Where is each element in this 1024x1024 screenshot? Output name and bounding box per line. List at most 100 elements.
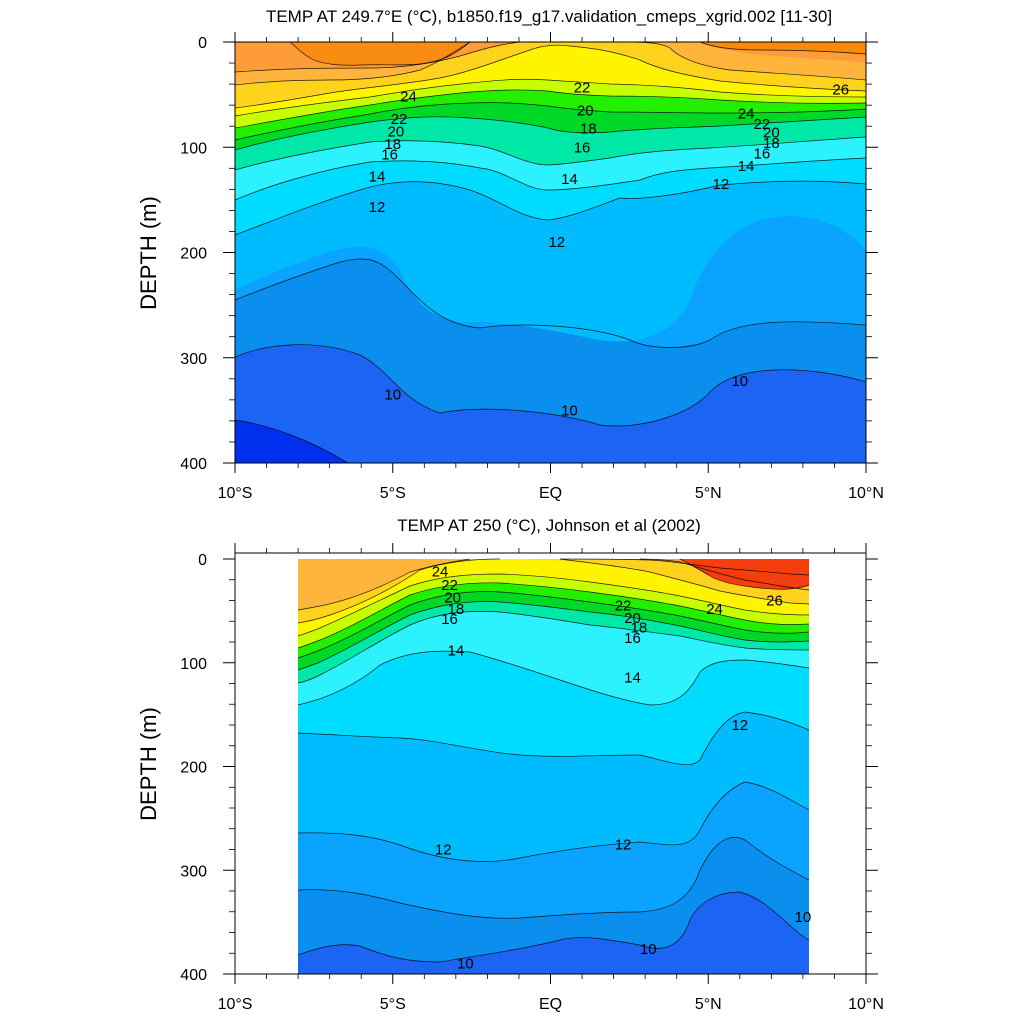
contour-label-top-13: 12 <box>548 234 565 251</box>
isoline-bottom-15 <box>297 610 810 684</box>
contour-label-top-17: 22 <box>754 116 771 133</box>
contour-label-bottom-13: 12 <box>615 836 632 853</box>
contour-label-top-11: 16 <box>574 139 591 156</box>
isoline-top-20 <box>234 102 867 141</box>
isoline-bottom-16 <box>297 601 810 671</box>
contour-label-top-4: 16 <box>381 147 398 164</box>
band-top-28b <box>290 42 470 66</box>
isoline-bottom-24 <box>297 558 810 611</box>
panel-top-ylabel: DEPTH (m) <box>136 196 161 310</box>
isoline-top-26b <box>619 41 867 81</box>
x-tick-label-bottom-0: 10°S <box>218 996 253 1013</box>
contour-label-bottom-18: 10 <box>795 909 812 926</box>
y-tick-label-bottom-0: 0 <box>198 552 207 569</box>
contour-label-bottom-2: 20 <box>444 589 461 606</box>
isoline-bottom-13 <box>297 711 810 766</box>
contour-label-top-7: 10 <box>384 387 401 404</box>
contour-label-bottom-14: 10 <box>640 941 657 958</box>
contour-label-bottom-6: 12 <box>435 842 452 859</box>
y-tick-label-top-2: 200 <box>180 246 207 263</box>
contour-label-top-3: 18 <box>384 136 401 153</box>
isoline-bottom-22 <box>297 573 810 637</box>
isoline-top-10 <box>234 419 349 464</box>
isoline-top-25 <box>234 44 867 109</box>
contour-label-bottom-10: 18 <box>630 619 647 636</box>
contour-label-top-22: 12 <box>713 176 730 193</box>
panel-bottom-ylabel: DEPTH (m) <box>136 707 161 821</box>
x-tick-label-top-4: 10°N <box>848 485 884 502</box>
contour-label-top-12: 14 <box>561 171 578 188</box>
contour-label-bottom-4: 16 <box>441 611 458 628</box>
contour-label-top-1: 22 <box>391 111 408 128</box>
x-tick-label-bottom-4: 10°N <box>848 996 884 1013</box>
contour-label-top-2: 20 <box>388 123 405 140</box>
y-tick-label-top-1: 100 <box>180 140 207 157</box>
isoline-top-12 <box>234 258 867 348</box>
isoline-bottom-10 <box>297 891 810 963</box>
panel-top-field <box>235 42 866 463</box>
contour-label-bottom-15: 24 <box>706 601 723 618</box>
contour-label-top-16: 24 <box>738 106 755 123</box>
contour-label-top-5: 14 <box>369 169 386 186</box>
contour-label-bottom-9: 20 <box>624 610 641 627</box>
isoline-bottom-18 <box>297 591 810 659</box>
x-tick-label-top-2: EQ <box>539 485 562 502</box>
isoline-top-18 <box>234 116 867 151</box>
isoline-top-28b <box>289 41 471 66</box>
band-bottom-28 <box>680 559 809 590</box>
isoline-top-24 <box>234 78 867 117</box>
contour-label-top-18: 20 <box>763 125 780 142</box>
contour-label-top-19: 18 <box>763 135 780 152</box>
x-tick-label-bottom-2: EQ <box>539 996 562 1013</box>
contour-label-bottom-3: 18 <box>448 601 465 618</box>
contour-label-top-0: 24 <box>400 89 417 106</box>
contour-label-top-23: 10 <box>731 373 748 390</box>
isoline-top-11 <box>234 344 867 427</box>
contour-label-bottom-17: 12 <box>731 717 748 734</box>
band-top-28 <box>700 42 866 54</box>
contour-label-bottom-16: 26 <box>766 593 783 610</box>
contour-label-top-10: 18 <box>580 120 597 137</box>
contour-label-top-21: 14 <box>738 158 755 175</box>
contour-label-bottom-12: 14 <box>624 669 641 686</box>
panel-top-axes: 10°S 5°S EQ 5°N 10°N 0 100 200 300 400 <box>180 32 884 502</box>
isoline-top-16 <box>234 136 867 171</box>
isoline-top-22 <box>234 89 867 129</box>
isoline-top-27 <box>234 41 521 73</box>
contour-label-bottom-11: 16 <box>624 630 641 647</box>
contour-label-top-6: 12 <box>369 199 386 216</box>
y-tick-label-top-3: 300 <box>180 351 207 368</box>
y-tick-label-bottom-3: 300 <box>180 863 207 880</box>
panel-bottom-field <box>298 559 809 974</box>
isoline-bottom-23 <box>297 558 810 624</box>
y-tick-label-bottom-4: 400 <box>180 967 207 984</box>
contour-label-bottom-0: 24 <box>432 563 449 580</box>
isoline-bottom-28 <box>679 558 810 590</box>
contour-label-bottom-5: 14 <box>448 642 465 659</box>
isoline-bottom-14 <box>297 650 810 706</box>
x-tick-label-top-1: 5°S <box>380 485 406 502</box>
y-tick-label-top-4: 400 <box>180 456 207 473</box>
isoline-top-13 <box>234 180 867 236</box>
contour-label-bottom-7: 10 <box>457 956 474 973</box>
isoline-top-28 <box>699 41 867 55</box>
panel-top-contours <box>234 41 867 464</box>
y-tick-label-bottom-2: 200 <box>180 760 207 777</box>
panel-bottom-title: TEMP AT 250 (°C), Johnson et al (2002) <box>397 516 701 535</box>
contour-label-bottom-1: 22 <box>441 577 458 594</box>
contour-label-top-8: 22 <box>574 79 591 96</box>
contour-label-top-14: 10 <box>561 402 578 419</box>
panel-top: TEMP AT 249.7°E (°C), b1850.f19_g17.vali… <box>136 7 884 502</box>
contour-label-top-15: 26 <box>832 81 849 98</box>
isoline-bottom-20 <box>297 582 810 649</box>
y-tick-label-bottom-1: 100 <box>180 656 207 673</box>
band-bottom-23 <box>298 559 809 623</box>
contour-label-top-9: 20 <box>577 102 594 119</box>
isoline-bottom-11 <box>297 837 810 919</box>
contour-label-top-20: 16 <box>754 146 771 163</box>
x-tick-label-top-3: 5°N <box>695 485 722 502</box>
isoline-top-14 <box>234 157 867 201</box>
x-tick-label-bottom-3: 5°N <box>695 996 722 1013</box>
panel-top-title: TEMP AT 249.7°E (°C), b1850.f19_g17.vali… <box>266 7 832 26</box>
